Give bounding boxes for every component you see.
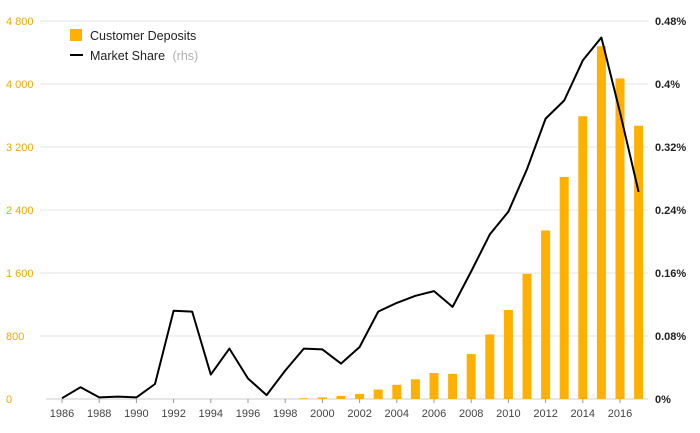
left-tick-label: 1 600 [6, 268, 34, 280]
right-tick-label: 0.4% [655, 79, 680, 91]
x-tick-label: 2010 [496, 408, 520, 420]
right-tick-label: 0.24% [655, 205, 686, 217]
x-tick-label: 1994 [199, 408, 223, 420]
x-tick-label: 1996 [236, 408, 260, 420]
x-tick-label: 2016 [608, 408, 632, 420]
market-share-line [61, 36, 640, 400]
bar-2007 [448, 373, 458, 399]
bar-2006 [429, 373, 439, 399]
bar-2009 [485, 334, 495, 399]
legend-label-market-share-text: Market Share [90, 49, 165, 63]
left-tick-label: 800 [6, 331, 24, 343]
bar-series-customer-deposits [299, 46, 644, 400]
x-tick-label: 2006 [422, 408, 446, 420]
bar-1999 [299, 398, 309, 399]
left-tick-label: 0 [6, 394, 12, 406]
bar-2010 [503, 310, 513, 399]
bar-2012 [541, 230, 551, 399]
bar-2000 [317, 397, 327, 399]
x-tick-label: 2004 [385, 408, 409, 420]
x-axis-ticks: 1986 1988 1990 1992 1994 1996 1998 2000 2002 2004… [50, 399, 632, 420]
x-tick-label: 2014 [571, 408, 595, 420]
legend-label-customer-deposits: Customer Deposits [90, 29, 196, 43]
bar-2002 [355, 393, 365, 399]
left-tick-label: 3 200 [6, 142, 34, 154]
bar-2011 [522, 273, 532, 399]
legend-label-rhs-suffix: (rhs) [173, 49, 199, 63]
bar-2013 [559, 176, 569, 399]
left-axis-ticks: 0 800 1 600 2 400 3 200 4 000 4 800 [6, 16, 34, 406]
bar-2014 [578, 116, 588, 399]
x-tick-label: 2000 [310, 408, 334, 420]
right-tick-label: 0.16% [655, 268, 686, 280]
right-tick-label: 0% [655, 394, 671, 406]
x-tick-label: 2002 [347, 408, 371, 420]
x-tick-label: 2008 [459, 408, 483, 420]
x-tick-label: 1990 [124, 408, 148, 420]
bar-2005 [410, 379, 420, 399]
bar-2008 [466, 354, 476, 399]
x-tick-label: 2012 [533, 408, 557, 420]
left-tick-label: 4 000 [6, 79, 34, 91]
bar-2017 [634, 125, 644, 400]
bar-2015 [596, 46, 606, 399]
x-tick-label: 1986 [50, 408, 74, 420]
right-axis-ticks: 0% 0.08% 0.16% 0.24% 0.32% 0.4% 0.48% [655, 16, 686, 406]
left-tick-label: 2 400 [6, 205, 34, 217]
x-tick-label: 1998 [273, 408, 297, 420]
right-tick-label: 0.08% [655, 331, 686, 343]
gridlines [40, 20, 648, 400]
bar-2004 [392, 384, 402, 399]
x-tick-label: 1992 [161, 408, 185, 420]
bar-2003 [373, 389, 383, 399]
bar-2001 [336, 395, 346, 399]
right-tick-label: 0.32% [655, 142, 686, 154]
legend: Customer Deposits Market Share (rhs) [70, 29, 198, 63]
bar-2016 [615, 78, 625, 400]
line-series-market-share [61, 36, 640, 400]
legend-label-market-share: Market Share (rhs) [90, 49, 198, 63]
right-tick-label: 0.48% [655, 16, 686, 28]
legend-swatch-customer-deposits [70, 29, 82, 41]
x-tick-label: 1988 [87, 408, 111, 420]
left-tick-label: 4 800 [6, 16, 34, 28]
